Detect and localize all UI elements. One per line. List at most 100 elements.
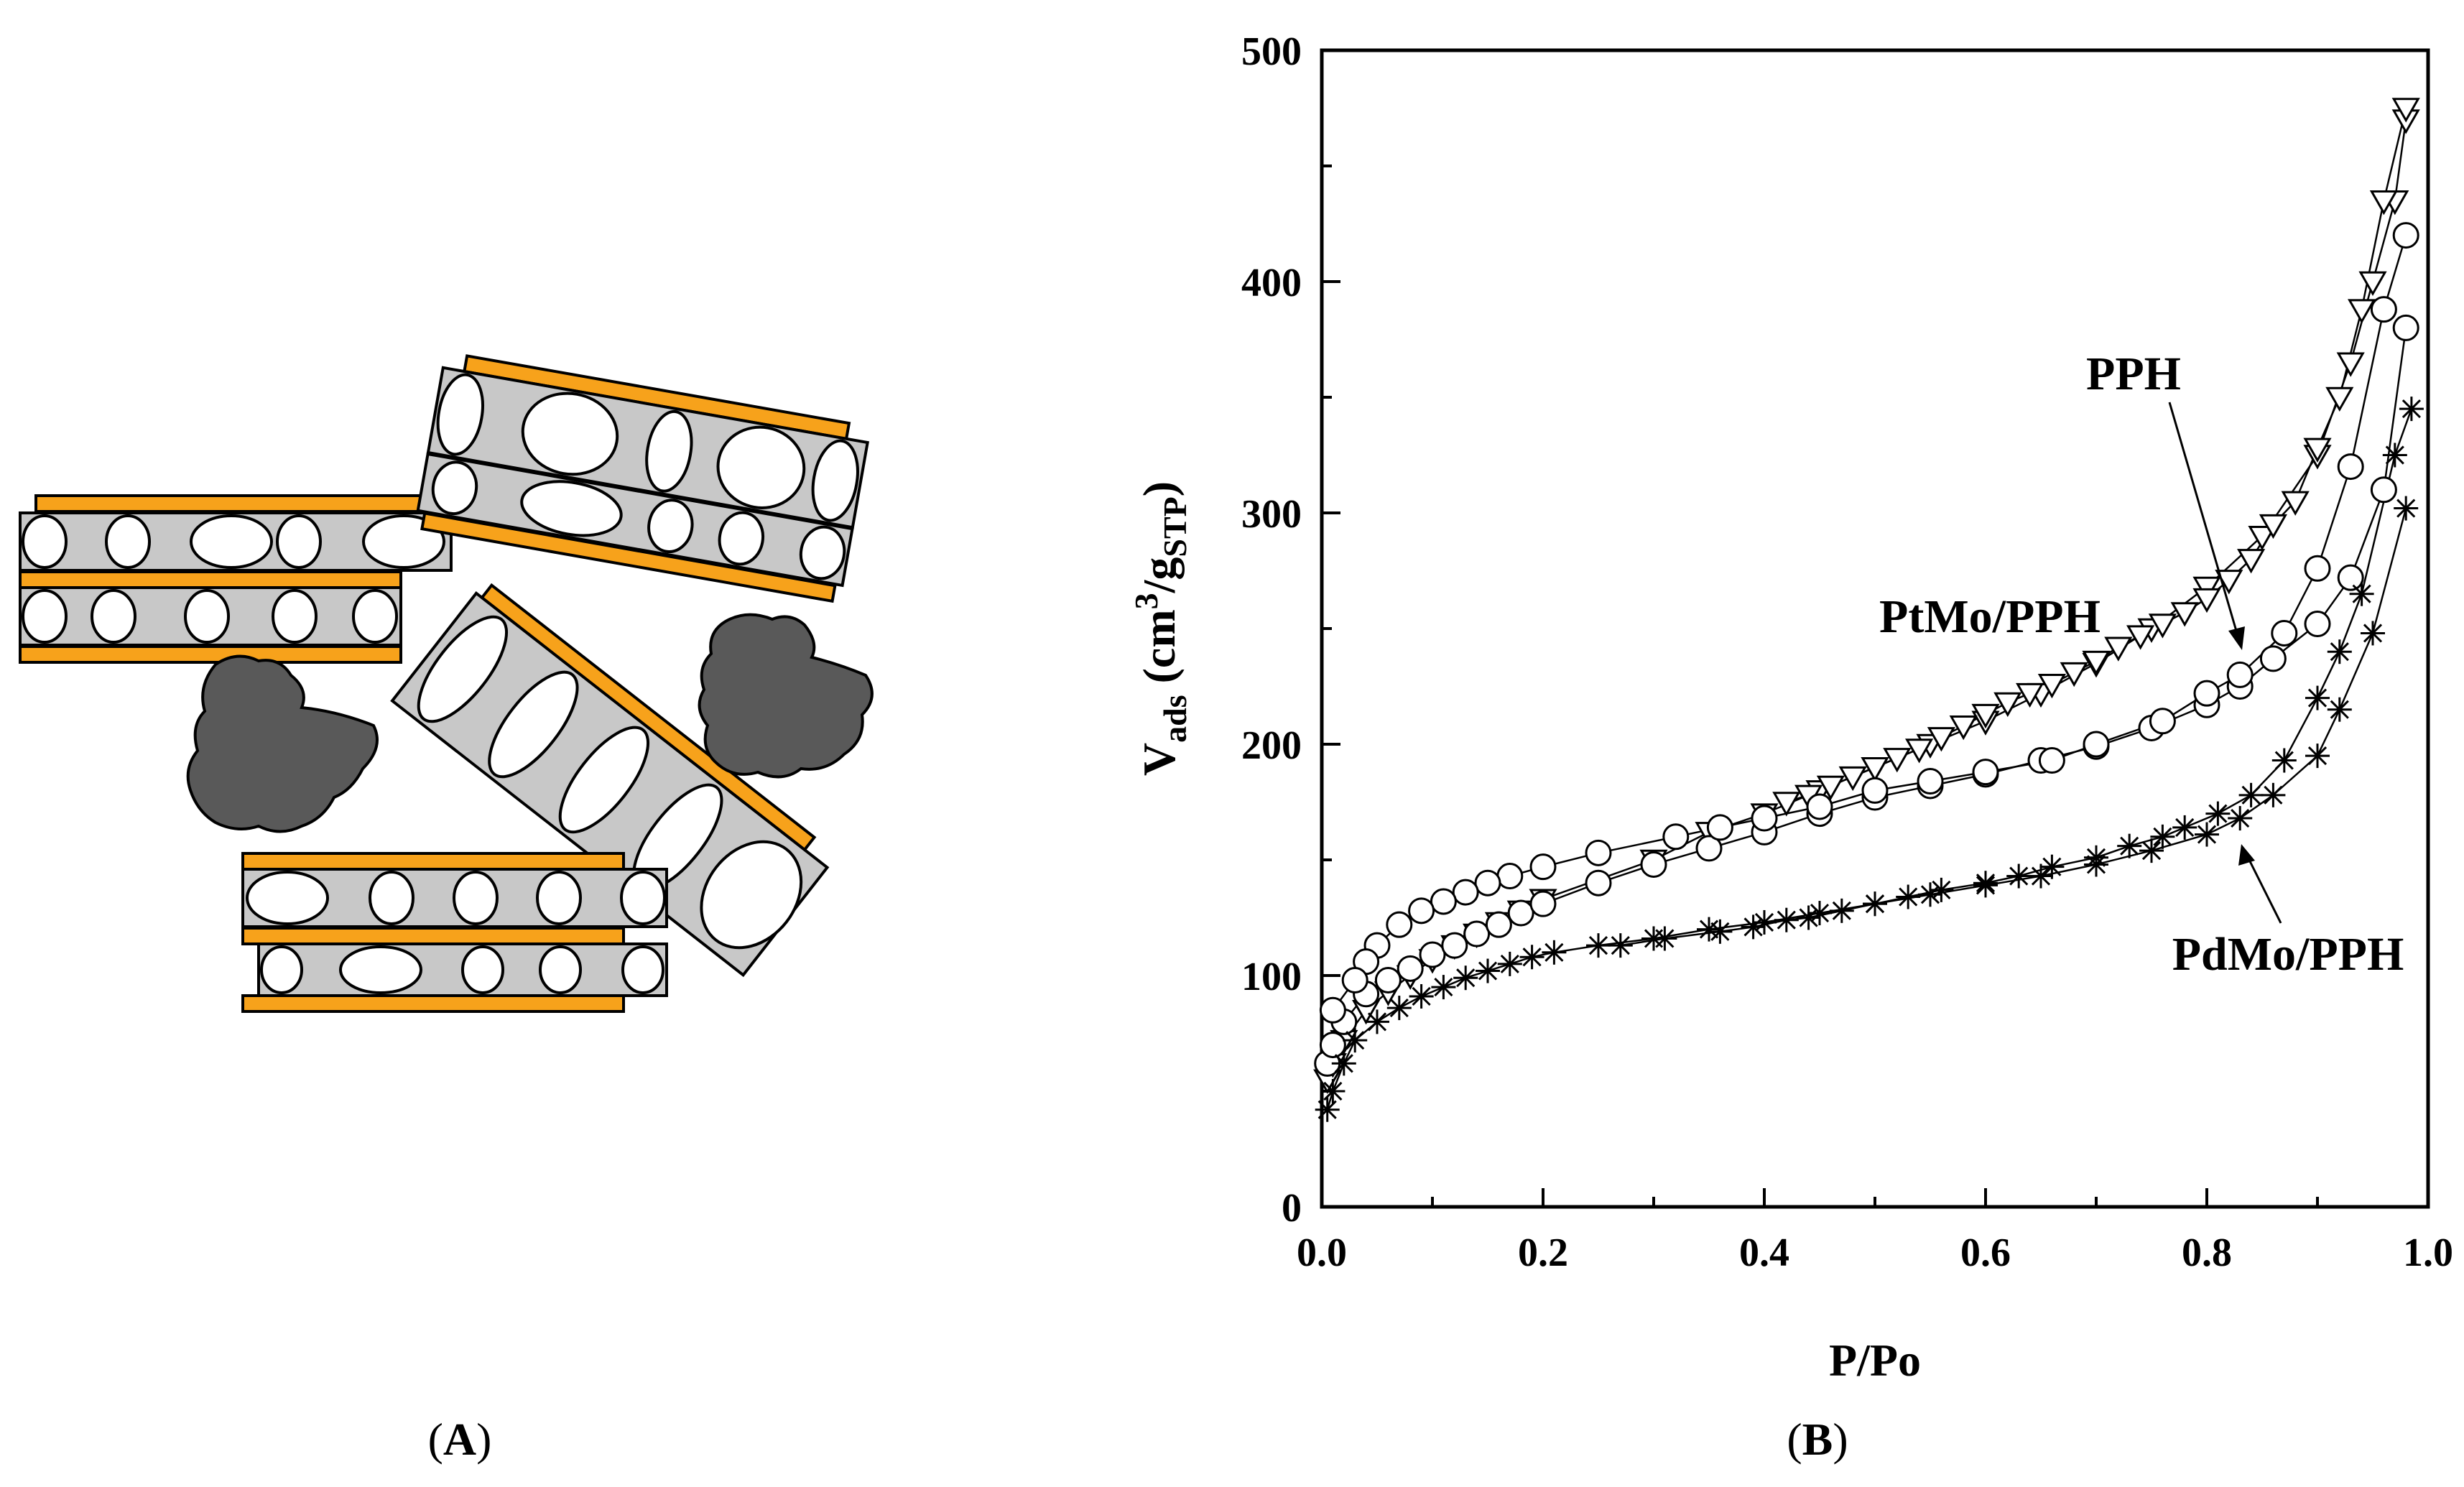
data-point-triangle-down [2082, 650, 2111, 676]
data-point-circle [2149, 708, 2176, 735]
data-point-circle [1374, 966, 1402, 993]
series-2-desorption-line [1620, 408, 2413, 947]
data-point-circle [1441, 932, 1468, 959]
data-point-circle [1408, 897, 1435, 925]
data-point-circle [1529, 890, 1557, 917]
data-point-triangle-down [1772, 792, 1801, 817]
data-point-triangle-down [2248, 525, 2277, 551]
data-point-triangle-down [2060, 662, 2088, 687]
y-tick-label: 300 [1241, 492, 1302, 537]
data-point-triangle-down [1971, 703, 2000, 729]
pillared-clay-schematic [19, 354, 874, 1013]
data-point-circle [1419, 941, 1446, 968]
data-point-triangle-down [1927, 727, 1955, 752]
data-point-asterisk [1829, 898, 1854, 923]
data-point-asterisk [2029, 863, 2053, 889]
data-point-asterisk [1863, 891, 1887, 917]
data-point-circle [1496, 863, 1524, 890]
y-tick-label: 400 [1241, 261, 1302, 305]
data-point-circle [1751, 805, 1778, 832]
clay-stack-3 [390, 583, 830, 978]
annotation-pdmo-pph-arrow [2247, 858, 2282, 924]
data-point-triangle-down [1861, 756, 1889, 782]
data-point-circle [1585, 839, 1612, 866]
data-point-circle [1706, 814, 1733, 841]
data-point-triangle-down [2259, 514, 2287, 539]
data-point-asterisk [1807, 901, 1832, 926]
data-point-asterisk [2139, 838, 2164, 863]
data-point-asterisk [2327, 697, 2352, 722]
data-point-triangle-down [2237, 549, 2266, 574]
annotation-pdmo-pph: PdMo/PPH [2172, 928, 2404, 981]
data-point-asterisk [2349, 581, 2374, 606]
data-point-asterisk [2305, 744, 2330, 769]
data-point-circle [1585, 869, 1612, 897]
data-point-circle [1463, 920, 1491, 948]
data-point-asterisk [2228, 806, 2253, 831]
y-tick-label: 500 [1241, 29, 1302, 74]
data-point-circle [1972, 759, 1999, 786]
data-point-circle [1662, 823, 1690, 851]
clay-stack-2 [416, 354, 869, 603]
data-point-circle [2304, 555, 2331, 582]
data-point-circle [2392, 314, 2419, 341]
data-point-asterisk [2305, 685, 2330, 710]
x-tick-label: 0.2 [1518, 1231, 1568, 1275]
data-point-asterisk [2271, 748, 2297, 773]
y-axis-label: Vads (cm3/gSTP) [1128, 481, 1193, 776]
data-point-asterisk [1896, 884, 1921, 909]
y-tick-label: 0 [1282, 1186, 1302, 1231]
data-point-circle [2337, 453, 2364, 481]
data-point-circle [2392, 222, 2419, 249]
data-point-triangle-down [2348, 299, 2376, 324]
y-tick-label: 200 [1241, 723, 1302, 768]
annotation-pdmo-pph-arrowhead [2238, 844, 2255, 866]
series-layer [1313, 98, 2424, 1122]
data-point-triangle-down [2325, 386, 2354, 412]
data-point-circle [1319, 1032, 1346, 1059]
data-point-asterisk [1708, 919, 1733, 944]
data-point-circle [2271, 619, 2298, 647]
data-point-triangle-down [2016, 682, 2044, 708]
data-point-triangle-down [2281, 491, 2310, 516]
data-point-asterisk [1752, 909, 1777, 935]
data-point-triangle-down [1883, 748, 1912, 773]
data-point-circle [1917, 768, 1944, 795]
data-point-asterisk [2195, 822, 2219, 847]
amorphous-particle-1 [186, 654, 379, 833]
data-point-triangle-down [1838, 766, 1867, 792]
data-point-triangle-down [2192, 588, 2221, 613]
data-point-asterisk [2172, 815, 2197, 840]
data-point-triangle-down [2037, 674, 2066, 699]
amorphous-particle-2 [698, 613, 874, 779]
data-point-asterisk [1386, 996, 1412, 1021]
data-point-asterisk [1741, 914, 1766, 940]
data-point-asterisk [1796, 905, 1821, 930]
data-point-circle [1640, 851, 1667, 878]
data-point-asterisk [2084, 845, 2108, 870]
data-point-circle [2083, 731, 2110, 758]
data-point-asterisk [1973, 871, 1998, 896]
data-point-circle [1452, 879, 1479, 906]
data-point-asterisk [2382, 443, 2407, 468]
data-point-triangle-down [2391, 98, 2420, 123]
data-point-asterisk [1774, 907, 1799, 932]
data-point-asterisk [2205, 801, 2231, 826]
data-point-asterisk [2238, 782, 2264, 807]
data-point-asterisk [1652, 926, 1677, 951]
data-point-circle [1529, 853, 1557, 881]
data-point-asterisk [1365, 1009, 1389, 1034]
data-point-circle [1507, 899, 1534, 927]
data-point-circle [2370, 296, 2397, 323]
data-point-circle [1474, 869, 1501, 897]
annotation-pph-arrow [2168, 402, 2239, 636]
data-point-circle [1861, 777, 1889, 804]
y-tick-label: 100 [1241, 955, 1302, 999]
data-point-circle [1806, 793, 1833, 820]
data-point-triangle-down [1905, 738, 1934, 764]
data-point-circle [2038, 747, 2065, 774]
data-point-asterisk [2039, 854, 2065, 879]
data-point-asterisk [1453, 965, 1478, 991]
data-point-asterisk [2261, 782, 2286, 807]
data-point-triangle-down [2358, 271, 2387, 297]
